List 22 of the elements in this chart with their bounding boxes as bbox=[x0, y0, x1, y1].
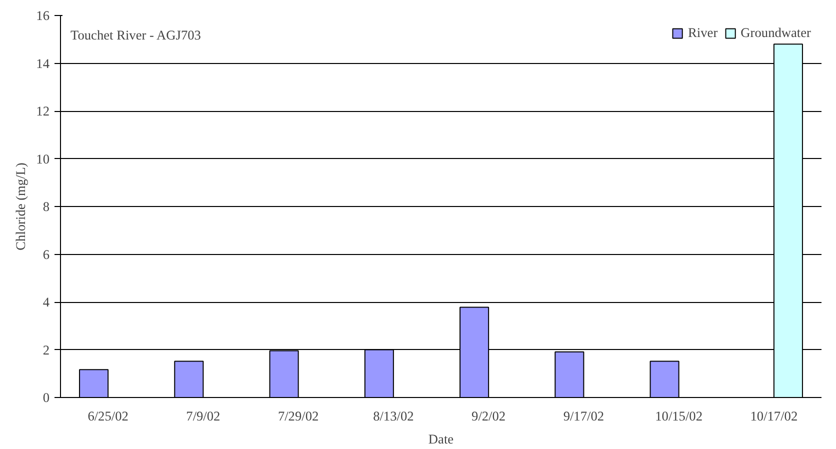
y-tick-label: 16 bbox=[36, 8, 50, 23]
y-axis-title: Chloride (mg/L) bbox=[13, 162, 28, 250]
y-tick-label: 6 bbox=[42, 246, 50, 262]
y-tick-label: 14 bbox=[36, 56, 50, 71]
legend-label: Groundwater bbox=[740, 25, 811, 41]
x-tick-label: 7/9/02 bbox=[186, 408, 220, 424]
x-tick-label: 9/17/02 bbox=[563, 408, 604, 424]
text: Touchet River - AGJ703 bbox=[70, 27, 202, 42]
x-tick-label: 10/15/02 bbox=[655, 408, 703, 424]
x-tick-label: 10/17/02 bbox=[750, 408, 798, 424]
x-tick-label: 8/13/02 bbox=[373, 408, 414, 424]
legend-label: River bbox=[688, 25, 718, 41]
x-tick-label: 9/2/02 bbox=[472, 408, 506, 424]
y-tick-label: 4 bbox=[42, 294, 50, 310]
y-tick-label: 10 bbox=[36, 151, 50, 166]
y-tick-label: 0 bbox=[42, 390, 50, 405]
y-tick-label: 12 bbox=[36, 104, 50, 118]
y-tick-label: 2 bbox=[42, 342, 50, 358]
x-tick-label: 6/25/02 bbox=[88, 408, 128, 424]
x-tick-label: 7/29/02 bbox=[278, 408, 319, 424]
x-axis-title: Date bbox=[428, 432, 454, 446]
y-tick-label: 8 bbox=[42, 199, 50, 214]
